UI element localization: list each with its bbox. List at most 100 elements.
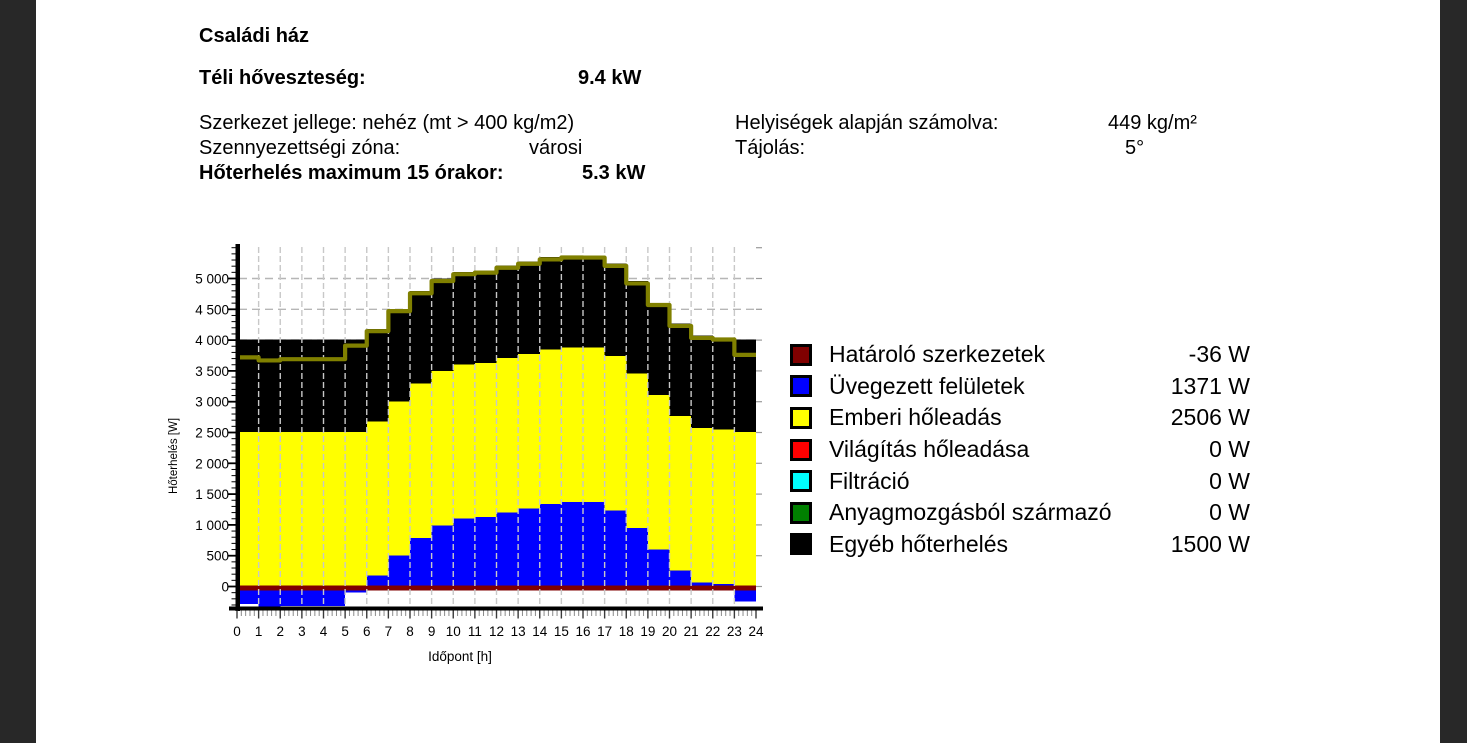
- bar-segment: [237, 432, 259, 587]
- heatload-max-label: Hőterhelés maximum 15 órakor:: [199, 162, 504, 184]
- bar-segment: [561, 502, 583, 587]
- y-ticks: [228, 247, 762, 606]
- bar-segment: [561, 255, 583, 348]
- heat-load-chart-svg: 0 500 1 000 1 500 2 000 2 500 3 000 3 500 4 000 4…: [168, 244, 764, 664]
- legend-row: Világítás hőleadása 0 W: [790, 434, 1250, 466]
- x-tick-label: 23: [727, 624, 742, 639]
- legend-label: Üvegezett felületek: [829, 372, 1025, 399]
- legend-swatch-icon: [790, 470, 812, 493]
- x-tick-label: 21: [684, 624, 699, 639]
- legend-value: 2506 W: [1170, 404, 1250, 431]
- bar-segment: [712, 429, 735, 585]
- legend-row: Egyéb hőterhelés 1500 W: [790, 529, 1250, 561]
- legend-swatch-icon: [790, 406, 812, 429]
- x-tick-label: 7: [385, 624, 393, 639]
- chart-legend: Határoló szerkezetek -36 W Üvegezett felül…: [790, 339, 1250, 560]
- axis-titles: Időpont [h] Hőterhelés [W]: [168, 418, 492, 664]
- x-tick-labels: 0 1 2 3 4 5 6 7 8 9 10 11 12 13 14 15 16 17 18 19 20 21 22 23 24: [233, 624, 764, 639]
- legend-swatch-icon: [790, 533, 812, 556]
- bar-segment: [604, 263, 627, 357]
- bar-segment: [669, 416, 692, 571]
- legend-row: Anyagmozgásból származó 0 W: [790, 497, 1250, 529]
- legend-value: 0 W: [1209, 436, 1250, 463]
- bar-segment: [647, 549, 670, 587]
- bar-segment: [366, 328, 389, 422]
- bar-segment: [691, 428, 713, 583]
- x-tick-label: 20: [662, 624, 677, 639]
- bars: [237, 255, 756, 608]
- x-tick-label: 24: [748, 624, 764, 639]
- bar-segment: [366, 421, 389, 576]
- y-tick-label: 500: [206, 549, 229, 564]
- bar-segment: [431, 525, 454, 587]
- bar-segment: [734, 588, 756, 602]
- x-tick-label: 2: [276, 624, 284, 639]
- bar-segment: [647, 302, 670, 396]
- bar-segment: [388, 308, 410, 402]
- bar-segment: [583, 255, 605, 348]
- winter-loss-value: 9.4 kW: [578, 67, 642, 89]
- bar-segment: [301, 432, 324, 587]
- x-tick-label: 18: [619, 624, 634, 639]
- legend-row: Filtráció 0 W: [790, 465, 1250, 497]
- legend-swatch-icon: [790, 343, 812, 366]
- bar-segment: [734, 339, 756, 433]
- winter-loss-label: Téli hőveszteség:: [199, 67, 366, 89]
- bar-segment: [345, 432, 367, 587]
- legend-row: Üvegezett felületek 1371 W: [790, 371, 1250, 403]
- zero-band: [237, 585, 756, 591]
- structure-label: Szerkezet jellege: nehéz (mt > 400 kg/m2…: [199, 112, 575, 134]
- x-gridlines: [257, 247, 736, 607]
- y-tick-label: 1 000: [195, 518, 229, 533]
- bar-segment: [626, 373, 648, 528]
- heatload-max-value: 5.3 kW: [582, 162, 646, 184]
- bar-segment: [258, 432, 281, 587]
- bar-segment: [280, 588, 302, 606]
- bar-segment: [734, 432, 756, 587]
- legend-value: 1500 W: [1170, 530, 1250, 557]
- y-tick-label: 3 500: [195, 364, 229, 379]
- x-tick-label: 10: [446, 624, 461, 639]
- x-tick-label: 0: [233, 624, 241, 639]
- legend-label: Emberi hőleadás: [829, 404, 1002, 431]
- bar-segment: [237, 588, 259, 605]
- bar-segment: [345, 588, 367, 593]
- x-tick-label: 15: [554, 624, 569, 639]
- legend-value: 1371 W: [1170, 372, 1250, 399]
- x-tick-label: 6: [363, 624, 371, 639]
- bar-segment: [474, 362, 497, 518]
- legend-label: Világítás hőleadása: [829, 436, 1030, 463]
- bar-segment: [388, 401, 410, 556]
- bar-segment: [453, 518, 475, 587]
- bar-segment: [691, 335, 713, 429]
- y-tick-label: 4 000: [195, 333, 229, 348]
- bar-segment: [496, 512, 519, 587]
- bar-segment: [561, 347, 583, 503]
- total-line: [237, 255, 756, 363]
- desktop-band-left: [0, 0, 36, 743]
- y-tick-labels: 0 500 1 000 1 500 2 000 2 500 3 000 3 500 4 000 4…: [195, 272, 229, 595]
- rooms-value: 449 kg/m²: [1108, 112, 1197, 134]
- bar-segment: [496, 357, 519, 513]
- bar-segment: [258, 339, 281, 433]
- legend-label: Filtráció: [829, 467, 910, 494]
- x-tick-label: 19: [640, 624, 655, 639]
- x-tick-label: 14: [532, 624, 548, 639]
- bar-segment: [410, 383, 432, 538]
- page-title: Családi ház: [199, 25, 310, 47]
- boundary-structures-band: [237, 585, 756, 591]
- x-tick-label: 1: [255, 624, 263, 639]
- bar-segment: [431, 278, 454, 372]
- legend-row: Határoló szerkezetek -36 W: [790, 339, 1250, 371]
- legend-value: -36 W: [1188, 341, 1250, 368]
- legend-row: Emberi hőleadás 2506 W: [790, 402, 1250, 434]
- bar-segment: [323, 432, 346, 587]
- bar-segment: [453, 271, 475, 365]
- y-tick-label: 0: [221, 580, 229, 595]
- bar-segment: [388, 555, 410, 587]
- bar-segment: [301, 588, 324, 606]
- x-tick-label: 9: [428, 624, 436, 639]
- legend-label: Egyéb hőterhelés: [829, 530, 1009, 557]
- legend-swatch-icon: [790, 438, 812, 461]
